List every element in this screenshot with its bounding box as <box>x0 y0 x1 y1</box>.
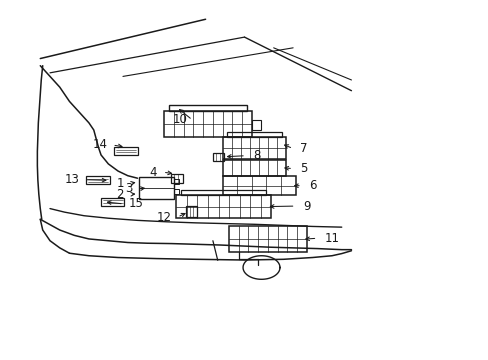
Bar <box>186 206 197 217</box>
Bar <box>222 176 295 195</box>
Text: 12: 12 <box>156 211 171 224</box>
Text: 7: 7 <box>300 142 307 155</box>
Text: 2: 2 <box>116 188 123 201</box>
Bar <box>226 132 282 137</box>
Bar <box>138 177 173 199</box>
Bar <box>101 198 124 206</box>
Text: 14: 14 <box>92 139 107 152</box>
Text: 1: 1 <box>116 177 123 190</box>
Bar <box>164 111 251 137</box>
Text: 5: 5 <box>300 162 307 175</box>
Bar <box>181 190 266 195</box>
Text: 3: 3 <box>125 183 132 195</box>
Bar <box>251 120 260 130</box>
Text: 10: 10 <box>172 113 187 126</box>
Text: 11: 11 <box>324 232 339 245</box>
Text: 15: 15 <box>128 197 143 211</box>
Text: 8: 8 <box>253 149 260 162</box>
Bar <box>173 189 179 194</box>
Bar <box>176 195 271 218</box>
Bar <box>170 174 183 183</box>
Bar <box>86 176 110 184</box>
Text: 6: 6 <box>308 179 316 192</box>
Bar <box>169 105 246 111</box>
Text: 9: 9 <box>302 199 310 212</box>
Bar <box>114 147 137 155</box>
Text: 13: 13 <box>64 173 79 186</box>
Bar <box>228 226 306 252</box>
Bar <box>173 179 179 184</box>
Bar <box>222 159 285 176</box>
Text: 4: 4 <box>149 166 157 179</box>
Bar <box>212 153 223 161</box>
Bar <box>222 137 285 158</box>
